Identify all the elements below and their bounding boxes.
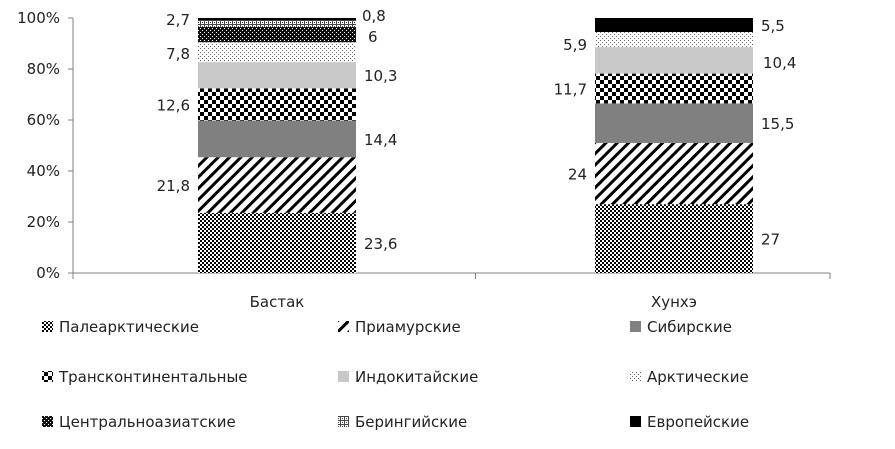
y-tick-label: 0%: [36, 264, 60, 282]
data-label: 24: [568, 166, 587, 184]
data-label: 14,4: [364, 131, 397, 149]
legend-label: Сибирские: [647, 318, 732, 336]
legend-label: Индокитайские: [355, 368, 478, 386]
bar-segment: [198, 62, 356, 89]
legend-label: Центральноазиатские: [59, 413, 236, 431]
data-label: 6: [368, 28, 378, 46]
y-tick-label: 20%: [27, 213, 60, 231]
legend-label: Трансконтинентальные: [58, 368, 248, 386]
bar-segment: [198, 26, 356, 43]
bar-segment: [198, 120, 356, 158]
bar-segment: [198, 88, 356, 121]
data-label: 11,7: [554, 81, 587, 99]
legend-swatch: [338, 371, 349, 382]
bar-segment: [595, 18, 753, 33]
legend-label: Берингийские: [355, 413, 467, 431]
data-label: 0,8: [362, 7, 386, 25]
data-label: 7,8: [166, 45, 190, 63]
data-label: 5,5: [761, 17, 785, 35]
bar-segment: [198, 20, 356, 27]
y-tick-label: 80%: [27, 60, 60, 78]
category-label: Бастак: [250, 293, 305, 311]
axes: 0% 20% 40% 60% 80% 100% Бастак Хунхэ: [17, 9, 831, 311]
data-label: 2,7: [166, 11, 190, 29]
data-label: 10,4: [763, 54, 796, 72]
data-label: 23,6: [364, 235, 397, 253]
data-label: 10,3: [364, 67, 397, 85]
category-label: Хунхэ: [651, 293, 697, 311]
data-label: 27: [761, 231, 780, 249]
legend-label: Европейские: [647, 413, 749, 431]
legend-swatch: [42, 416, 53, 427]
y-tick-label: 100%: [17, 9, 60, 27]
bar-segment: [595, 204, 753, 273]
legend-swatch: [630, 371, 641, 382]
legend: Палеарктические Приамурские Сибирские Транс…: [42, 318, 749, 431]
bar-segment: [198, 42, 356, 63]
legend-label: Палеарктические: [59, 318, 199, 336]
bar-segment: [198, 18, 356, 21]
bar-segment: [595, 47, 753, 74]
legend-swatch: [338, 321, 349, 332]
bar-segment: [198, 212, 356, 273]
legend-swatch: [42, 371, 53, 382]
bar-segment: [595, 142, 753, 205]
bar-segment: [595, 73, 753, 104]
y-tick-label: 40%: [27, 162, 60, 180]
y-tick-label: 60%: [27, 111, 60, 129]
bar-segment: [595, 103, 753, 143]
bars: [198, 18, 753, 273]
legend-label: Арктические: [647, 368, 749, 386]
data-label: 5,9: [563, 36, 587, 54]
data-labels: 23,6 21,8 14,4 12,6 10,3 7,8 6 2,7 0,8 27 24 15,5 11…: [157, 7, 797, 253]
legend-swatch: [630, 321, 641, 332]
bar-segment: [198, 157, 356, 213]
legend-label: Приамурские: [355, 318, 461, 336]
data-label: 12,6: [157, 96, 190, 114]
data-label: 21,8: [157, 177, 190, 195]
data-label: 15,5: [761, 115, 794, 133]
legend-swatch: [338, 416, 349, 427]
legend-swatch: [630, 416, 641, 427]
bar-segment: [595, 32, 753, 48]
legend-swatch: [42, 321, 53, 332]
